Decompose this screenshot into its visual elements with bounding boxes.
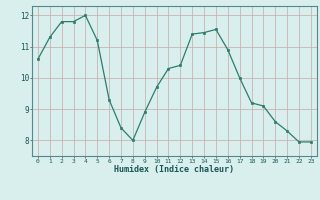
X-axis label: Humidex (Indice chaleur): Humidex (Indice chaleur) <box>115 165 234 174</box>
